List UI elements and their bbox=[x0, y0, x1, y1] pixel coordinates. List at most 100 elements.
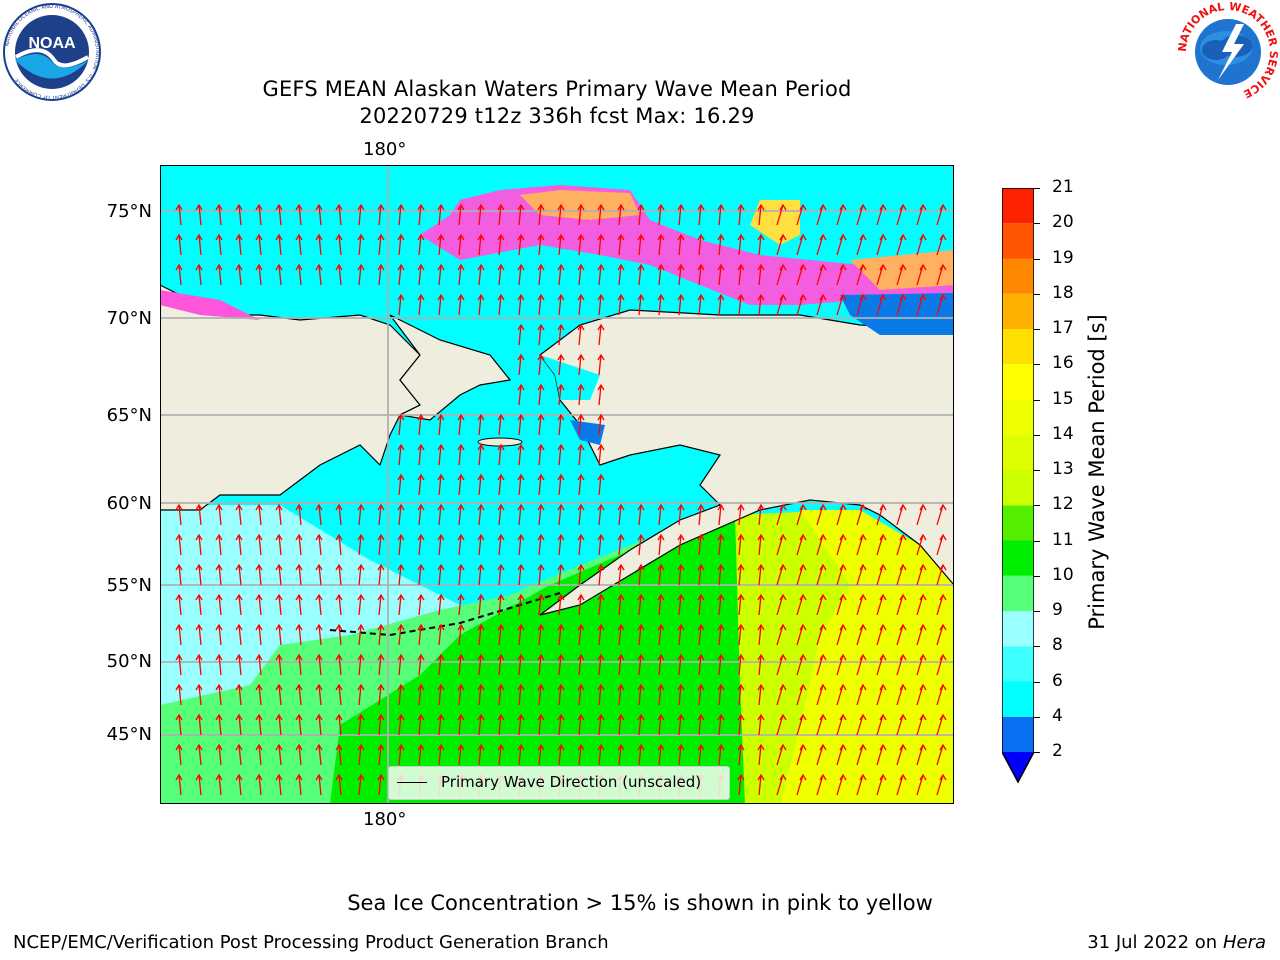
footer-right: 31 Jul 2022 on Hera bbox=[1087, 932, 1266, 953]
wave-direction-arrow bbox=[597, 203, 605, 226]
colorbar-tick-label: 18 bbox=[1052, 282, 1074, 303]
wave-direction-arrow bbox=[816, 713, 827, 736]
colorbar-segment bbox=[1002, 681, 1034, 717]
wave-direction-arrow bbox=[457, 503, 465, 526]
wave-direction-arrow bbox=[517, 653, 525, 676]
colorbar-tick-mark bbox=[1034, 434, 1040, 436]
wave-direction-arrow bbox=[557, 413, 565, 436]
wave-direction-arrow bbox=[437, 653, 445, 676]
wave-direction-arrow bbox=[896, 653, 907, 676]
wave-direction-arrow bbox=[557, 533, 565, 556]
wave-direction-arrow bbox=[437, 713, 445, 736]
wave-direction-arrow bbox=[577, 533, 585, 556]
wave-direction-arrow bbox=[657, 503, 665, 526]
wave-direction-arrow bbox=[697, 263, 705, 286]
wave-direction-arrow bbox=[215, 203, 223, 226]
wave-direction-arrow bbox=[517, 353, 525, 376]
wave-direction-arrow bbox=[437, 473, 445, 496]
wave-direction-arrow bbox=[357, 713, 365, 736]
wave-direction-arrow bbox=[776, 293, 787, 316]
wave-direction-arrow bbox=[717, 563, 725, 586]
wave-direction-arrow bbox=[617, 713, 625, 736]
wave-direction-arrow bbox=[916, 293, 927, 316]
wave-direction-arrow bbox=[637, 743, 645, 766]
wave-direction-arrow bbox=[235, 653, 243, 676]
wave-direction-arrow bbox=[816, 503, 827, 526]
wave-direction-arrow bbox=[836, 713, 847, 736]
wave-direction-arrow bbox=[836, 773, 847, 796]
wave-direction-arrow bbox=[597, 263, 605, 286]
colorbar-tick-label: 8 bbox=[1052, 635, 1063, 656]
noaa-text: NOAA bbox=[28, 35, 76, 52]
colorbar-segment bbox=[1002, 611, 1034, 647]
wave-direction-arrow bbox=[315, 743, 323, 766]
wave-direction-arrow bbox=[757, 203, 765, 226]
wave-direction-arrow bbox=[457, 293, 465, 316]
wave-direction-arrow bbox=[517, 413, 525, 436]
wave-direction-arrow bbox=[816, 653, 827, 676]
wave-direction-arrow bbox=[215, 683, 223, 706]
wave-direction-arrow bbox=[876, 773, 887, 796]
wave-direction-arrow bbox=[737, 713, 745, 736]
colorbar-tick-label: 4 bbox=[1052, 705, 1063, 726]
wave-direction-arrow bbox=[457, 683, 465, 706]
wave-direction-arrow bbox=[856, 233, 867, 256]
colorbar-segment bbox=[1002, 258, 1034, 294]
legend-line bbox=[397, 782, 427, 783]
wave-direction-arrow bbox=[195, 533, 203, 556]
wave-direction-arrow bbox=[215, 593, 223, 616]
colorbar-tick-mark bbox=[1034, 752, 1040, 753]
lon-label-top: 180° bbox=[363, 139, 407, 160]
wave-direction-arrow bbox=[896, 563, 907, 586]
wave-direction-arrow bbox=[215, 623, 223, 646]
wave-direction-arrow bbox=[175, 713, 183, 736]
wave-direction-arrow bbox=[295, 263, 303, 286]
wave-direction-arrow bbox=[896, 683, 907, 706]
wave-direction-arrow bbox=[876, 593, 887, 616]
wave-direction-arrow bbox=[597, 533, 605, 556]
wave-direction-arrow bbox=[776, 773, 787, 796]
wave-direction-arrow bbox=[477, 653, 485, 676]
wave-direction-arrow bbox=[717, 743, 725, 766]
wave-direction-arrow bbox=[537, 443, 545, 466]
wave-direction-arrow bbox=[936, 713, 947, 736]
wave-direction-arrow bbox=[856, 533, 867, 556]
wave-direction-arrow bbox=[816, 683, 827, 706]
wave-direction-arrow bbox=[597, 713, 605, 736]
colorbar-tick-label: 19 bbox=[1052, 247, 1074, 268]
colorbar-tick-label: 15 bbox=[1052, 388, 1074, 409]
wave-direction-arrow bbox=[657, 713, 665, 736]
wave-direction-arrow bbox=[597, 233, 605, 256]
wave-direction-arrow bbox=[876, 233, 887, 256]
wave-direction-arrow bbox=[776, 623, 787, 646]
wave-direction-arrow bbox=[477, 593, 485, 616]
wave-direction-arrow bbox=[295, 563, 303, 586]
wave-direction-arrow bbox=[477, 533, 485, 556]
wave-direction-arrow bbox=[717, 653, 725, 676]
wave-direction-arrow bbox=[577, 233, 585, 256]
wave-direction-arrow bbox=[235, 533, 243, 556]
wave-direction-arrow bbox=[437, 233, 445, 256]
wave-direction-arrow bbox=[195, 773, 203, 796]
wave-direction-arrow bbox=[215, 713, 223, 736]
wave-direction-arrow bbox=[876, 713, 887, 736]
wave-direction-arrow bbox=[876, 743, 887, 766]
wave-direction-arrow bbox=[175, 503, 183, 526]
wave-direction-arrow bbox=[557, 563, 565, 586]
wave-direction-arrow bbox=[617, 623, 625, 646]
wave-direction-arrow bbox=[417, 623, 425, 646]
wave-direction-arrow bbox=[717, 503, 725, 526]
wave-direction-arrow bbox=[796, 653, 807, 676]
lat-label-55: 55°N bbox=[106, 575, 152, 596]
wave-direction-arrow bbox=[577, 593, 585, 616]
map-legend: Primary Wave Direction (unscaled) bbox=[388, 766, 730, 800]
wave-direction-arrow bbox=[357, 263, 365, 286]
wave-direction-arrow bbox=[457, 623, 465, 646]
wave-direction-arrow bbox=[335, 203, 343, 226]
wave-direction-arrow bbox=[497, 443, 505, 466]
wave-direction-arrow bbox=[896, 203, 907, 226]
wave-direction-arrow bbox=[497, 623, 505, 646]
wave-direction-arrow bbox=[557, 323, 565, 346]
wave-direction-arrow bbox=[737, 683, 745, 706]
wave-direction-arrow bbox=[597, 563, 605, 586]
